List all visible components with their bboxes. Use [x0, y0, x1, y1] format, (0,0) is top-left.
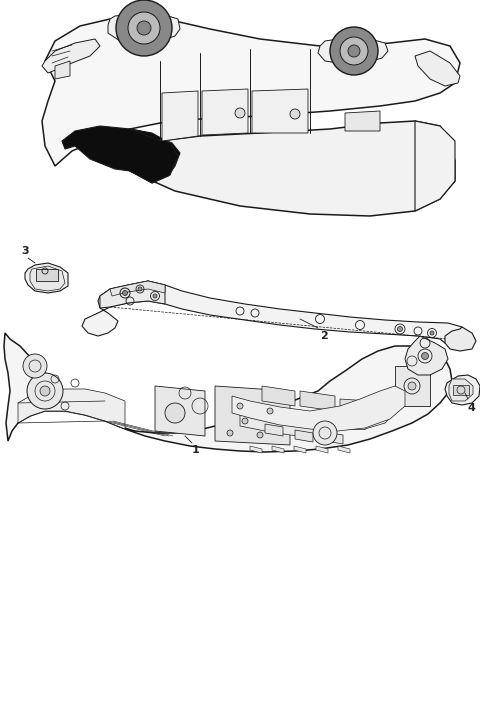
Polygon shape: [345, 111, 380, 131]
Bar: [36, 269, 58, 281]
Polygon shape: [25, 263, 68, 293]
Circle shape: [128, 12, 160, 44]
Text: 4: 4: [468, 403, 476, 413]
Polygon shape: [110, 281, 165, 296]
Polygon shape: [316, 446, 328, 453]
Polygon shape: [445, 375, 480, 405]
Circle shape: [137, 21, 151, 35]
Polygon shape: [162, 91, 198, 141]
Circle shape: [227, 430, 233, 436]
Circle shape: [235, 108, 245, 118]
Polygon shape: [300, 391, 335, 411]
Circle shape: [421, 353, 429, 360]
Polygon shape: [250, 446, 262, 453]
Bar: [453, 385, 469, 395]
Polygon shape: [318, 38, 388, 64]
Polygon shape: [42, 39, 100, 73]
Polygon shape: [445, 327, 476, 351]
Circle shape: [257, 432, 263, 438]
Circle shape: [40, 386, 50, 396]
Text: 3: 3: [21, 246, 29, 256]
Polygon shape: [449, 379, 473, 401]
Circle shape: [138, 287, 142, 291]
Polygon shape: [55, 61, 70, 79]
Polygon shape: [265, 424, 283, 436]
Circle shape: [348, 45, 360, 57]
Polygon shape: [202, 89, 248, 135]
Polygon shape: [42, 16, 460, 166]
Text: 2: 2: [320, 331, 328, 341]
Circle shape: [430, 331, 434, 335]
Circle shape: [340, 37, 368, 65]
Circle shape: [165, 403, 185, 423]
Bar: [395, 366, 430, 406]
Polygon shape: [4, 333, 452, 452]
Polygon shape: [405, 336, 448, 375]
Text: 1: 1: [192, 445, 200, 455]
Polygon shape: [415, 51, 460, 86]
Polygon shape: [338, 446, 350, 453]
Polygon shape: [252, 89, 308, 133]
Circle shape: [408, 382, 416, 390]
Polygon shape: [62, 126, 178, 183]
Circle shape: [313, 421, 337, 445]
Polygon shape: [272, 446, 284, 453]
Polygon shape: [232, 386, 405, 431]
Polygon shape: [295, 430, 313, 442]
Polygon shape: [155, 386, 205, 436]
Circle shape: [267, 408, 273, 414]
Polygon shape: [340, 399, 370, 413]
Circle shape: [27, 373, 63, 409]
Polygon shape: [262, 386, 295, 406]
Circle shape: [237, 403, 243, 409]
Circle shape: [290, 109, 300, 119]
Circle shape: [23, 354, 47, 378]
Polygon shape: [415, 121, 455, 211]
Polygon shape: [100, 281, 165, 308]
Circle shape: [153, 294, 157, 298]
Circle shape: [242, 418, 248, 424]
Circle shape: [330, 27, 378, 75]
Polygon shape: [215, 386, 290, 445]
Polygon shape: [240, 413, 315, 437]
Circle shape: [116, 0, 172, 56]
Polygon shape: [82, 281, 468, 345]
Polygon shape: [294, 446, 306, 453]
Polygon shape: [115, 129, 180, 183]
Polygon shape: [108, 13, 180, 43]
Circle shape: [122, 290, 128, 296]
Polygon shape: [325, 432, 343, 444]
Polygon shape: [30, 266, 65, 291]
Polygon shape: [18, 389, 125, 429]
Polygon shape: [115, 121, 455, 216]
Circle shape: [397, 327, 403, 332]
